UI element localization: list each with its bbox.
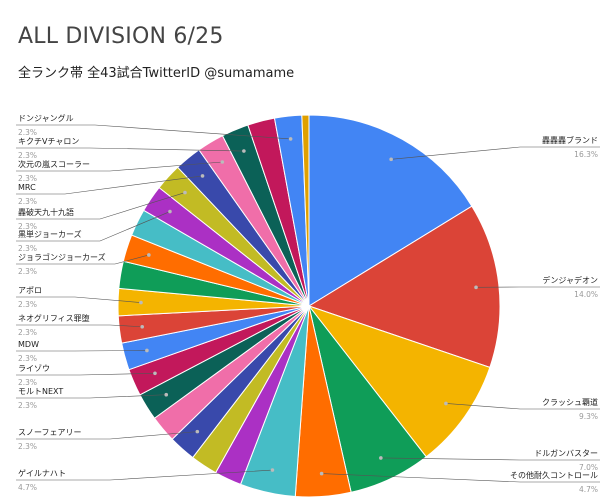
slice-label: クラッシュ覇道: [542, 397, 598, 407]
leader-line: [445, 403, 600, 410]
slice-percent: 2.3%: [18, 328, 37, 337]
leader-dot: [389, 157, 393, 162]
leader-dot: [220, 160, 225, 164]
leader-dot: [139, 300, 143, 305]
leader-line: [16, 469, 273, 481]
slice-label: 次元の嵐スコーラー: [18, 159, 90, 169]
slice-percent: 9.3%: [579, 412, 598, 421]
slice-label: アポロ: [18, 286, 42, 295]
slice-percent: 4.7%: [18, 483, 37, 492]
slice-percent: 2.3%: [18, 267, 37, 276]
slice-percent: 2.3%: [18, 354, 37, 363]
leader-line: [16, 192, 186, 220]
pie-slice: [308, 114, 473, 307]
pie-slice: [301, 114, 310, 307]
leader-dot: [153, 371, 157, 376]
leader-dot: [168, 209, 172, 214]
leader-dot: [200, 174, 205, 178]
slice-percent: 2.3%: [18, 222, 37, 231]
leader-dot: [270, 468, 275, 472]
pie-slice: [307, 205, 501, 369]
slice-percent: 2.3%: [18, 300, 37, 309]
slice-percent: 2.3%: [18, 151, 37, 160]
leader-line: [16, 211, 171, 242]
leader-dot: [183, 190, 187, 195]
slice-label: 轟破天九十九語: [18, 207, 74, 217]
leader-dot: [145, 348, 149, 353]
slice-label: ドルガンバスター: [534, 448, 598, 458]
slice-percent: 2.3%: [18, 442, 37, 451]
leader-dot: [242, 149, 246, 153]
slice-label: その他耐久コントロール: [510, 470, 598, 480]
slice-label: ネオグリフィス罪堕: [18, 313, 90, 323]
slice-percent: 2.3%: [18, 197, 37, 206]
slice-label: ゲイルナハト: [18, 468, 66, 478]
chart-title: ALL DIVISION 6/25: [18, 24, 224, 49]
leader-line: [380, 457, 600, 461]
pie-labels: 轟轟轟ブランド 16.3% デンジャデオン 14.0% クラッシュ覇道 9.3% ドルガンバ…: [16, 113, 600, 494]
leader-line: [16, 431, 198, 440]
leader-line: [16, 324, 143, 328]
slice-label: モルトNEXT: [18, 387, 63, 396]
slice-percent: 7.0%: [579, 463, 598, 472]
leader-line: [16, 124, 291, 140]
slice-label: キクチVチャロン: [18, 137, 79, 146]
slice-percent: 2.3%: [18, 244, 37, 253]
slice-label: 轟轟轟ブランド: [542, 135, 598, 145]
leader-dot: [319, 471, 324, 476]
slice-label: ドンジャングル: [18, 113, 74, 123]
pie-slices: [117, 114, 501, 498]
leader-dot: [140, 324, 145, 329]
leader-dot: [147, 253, 151, 257]
leader-line: [391, 146, 600, 160]
slice-percent: 2.3%: [18, 401, 37, 410]
leader-line: [16, 394, 167, 399]
pie-slice: [307, 304, 491, 458]
leader-line: [16, 161, 223, 172]
leader-line: [16, 147, 244, 152]
slice-percent: 2.3%: [18, 378, 37, 387]
leader-line: [321, 473, 600, 483]
leader-line: [16, 175, 203, 195]
slice-label: デンジャデオン: [542, 275, 598, 285]
slice-label: ジョラゴンジョーカーズ: [18, 252, 106, 262]
leader-dot: [474, 285, 478, 290]
slice-label: MRC: [18, 183, 36, 192]
slice-percent: 16.3%: [574, 150, 598, 159]
leader-dot: [288, 137, 293, 141]
leader-line: [16, 350, 147, 352]
slice-label: ライゾウ: [18, 364, 50, 373]
slice-percent: 2.3%: [18, 128, 37, 137]
slice-percent: 14.0%: [574, 290, 598, 299]
slice-label: スノーフェアリー: [18, 428, 82, 437]
leader-dot: [444, 401, 448, 406]
slice-label: MDW: [18, 340, 39, 349]
leader-dot: [195, 429, 200, 434]
slice-label: 黒単ジョーカーズ: [18, 229, 82, 239]
chart-subtitle: 全ランク帯 全43試合TwitterID @sumamame: [18, 66, 295, 81]
slice-percent: 4.7%: [579, 485, 598, 494]
leader-dot: [379, 456, 383, 460]
leader-line: [16, 296, 141, 303]
leader-dot: [164, 392, 169, 397]
slice-percent: 2.3%: [18, 174, 37, 183]
leader-line: [16, 254, 149, 265]
leader-line: [16, 372, 155, 376]
